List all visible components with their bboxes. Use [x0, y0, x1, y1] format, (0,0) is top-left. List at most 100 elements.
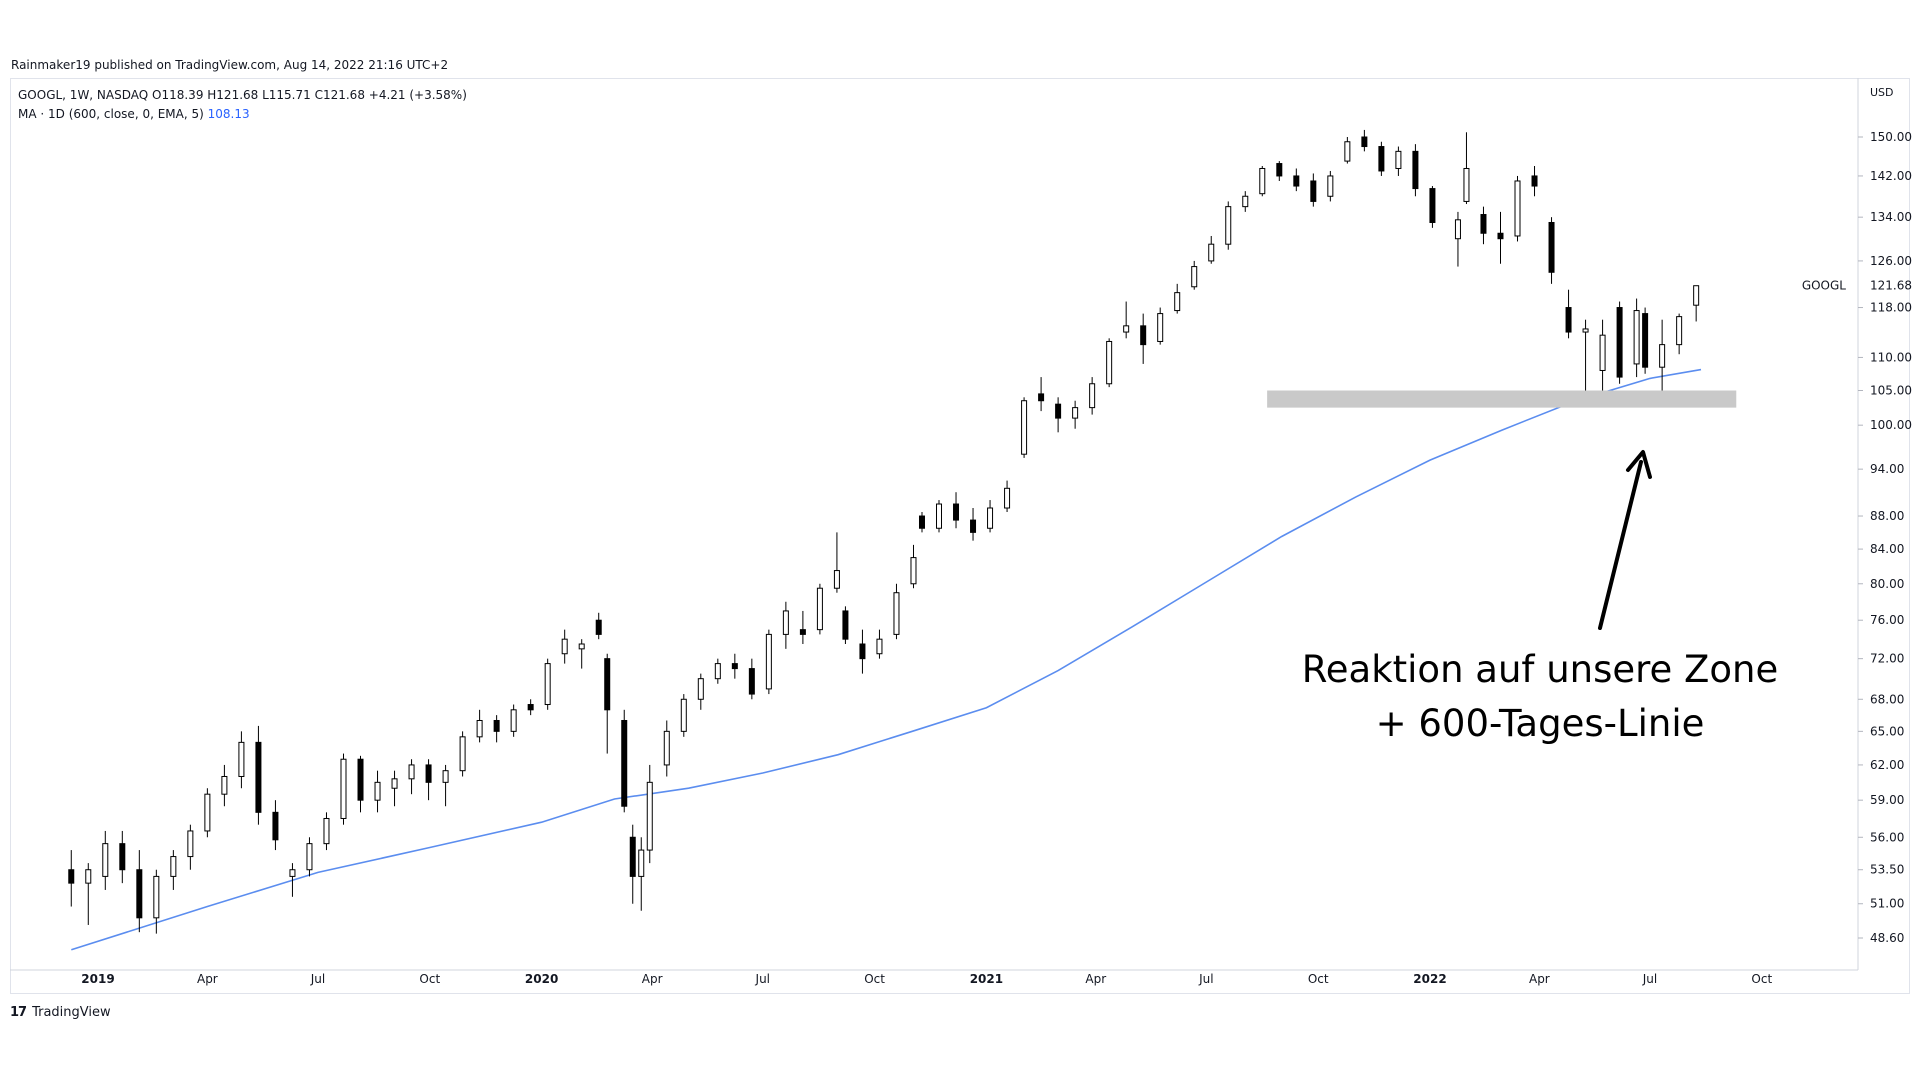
candle [595, 612, 602, 640]
time-tick-label: 2020 [525, 972, 558, 986]
candle-up-body [1395, 150, 1402, 169]
candle-down-body [493, 719, 500, 732]
candle-up-body [289, 869, 296, 877]
time-tick-label: Jul [310, 972, 325, 986]
candle-down-body [357, 758, 364, 801]
candle-down-body [1565, 307, 1572, 333]
candle-up-body [102, 843, 109, 877]
candle-up-body [1454, 219, 1461, 240]
time-tick-label: Oct [1308, 972, 1329, 986]
time-tick-label: Oct [419, 972, 440, 986]
candle [1123, 301, 1130, 339]
candle-down-body [953, 503, 960, 521]
candle-up-body [153, 875, 160, 919]
candle-up-body [340, 758, 347, 819]
candle-up-body [1693, 285, 1700, 306]
candle-up-body [374, 781, 381, 801]
candlesticks [68, 129, 1700, 934]
candle-up-body [1582, 328, 1589, 333]
price-tick-label: 76.00 [1870, 613, 1904, 627]
candle-up-body [238, 741, 245, 777]
candle [1157, 307, 1164, 345]
candle [936, 500, 943, 533]
candle [1310, 173, 1317, 207]
candle [893, 583, 900, 640]
candle [187, 824, 194, 870]
candle-down-body [1276, 163, 1283, 177]
candle-down-body [1616, 307, 1623, 378]
candle-up-body [1225, 206, 1232, 245]
price-tick-label: 100.00 [1870, 418, 1912, 432]
candle [1089, 377, 1096, 415]
price-tick-label: 88.00 [1870, 509, 1904, 523]
candle [1616, 301, 1623, 384]
candle-down-body [1480, 214, 1487, 234]
candle-up-body [876, 638, 883, 655]
annotation-arrow [1598, 450, 1652, 630]
candle [918, 512, 925, 533]
annotation-line-1: Reaktion auf unsere Zone [1301, 648, 1779, 691]
candle-up-body [408, 764, 415, 780]
candle [1642, 307, 1649, 374]
candle-up-body [1676, 316, 1683, 346]
candle [953, 492, 960, 529]
candle-up-body [987, 507, 994, 529]
candle [204, 788, 211, 838]
candle [1531, 166, 1538, 197]
price-tick-label: 48.60 [1870, 931, 1904, 945]
candle [1454, 211, 1461, 267]
candle [340, 753, 347, 825]
candle [1072, 400, 1079, 429]
candle [604, 653, 611, 754]
candle [842, 606, 849, 644]
candle [1463, 132, 1470, 205]
candle [1565, 289, 1572, 339]
candle-up-body [646, 781, 653, 851]
candle [1242, 191, 1249, 212]
time-tick-label: Oct [1751, 972, 1772, 986]
time-tick-label: Oct [864, 972, 885, 986]
candle-down-body [621, 719, 628, 807]
candle-down-body [1038, 393, 1045, 402]
candle-up-body [578, 643, 585, 650]
candle-up-body [1514, 180, 1521, 237]
price-tick-label: 150.00 [1870, 130, 1912, 144]
time-tick-label: 2021 [970, 972, 1003, 986]
candle [272, 800, 279, 851]
time-tick-label: Jul [1642, 972, 1657, 986]
candle [876, 629, 883, 659]
candle-down-body [527, 704, 534, 711]
support-zone-rect [1267, 390, 1737, 408]
candle-up-body [765, 633, 772, 690]
candle [765, 629, 772, 695]
candle [663, 720, 670, 777]
candle-down-body [842, 610, 849, 640]
candle [578, 639, 585, 669]
candle [1395, 146, 1402, 176]
candle [357, 755, 364, 813]
time-axis: 2019 Apr Jul Oct 2020 Apr Jul Oct 2021 Apr Jul Oct 2… [10, 969, 1858, 986]
time-tick-label: Jul [1198, 972, 1213, 986]
candle-up-body [782, 610, 789, 635]
ma-legend-label: MA · 1D (600, close, 0, EMA, 5) [18, 107, 204, 121]
candle [1191, 260, 1198, 290]
candle [1276, 161, 1283, 181]
price-tick-label: 59.00 [1870, 793, 1904, 807]
tradingview-footer[interactable]: 17 TradingView [10, 1005, 111, 1020]
candle [374, 770, 381, 813]
candle [1548, 217, 1555, 284]
candle-up-body [714, 663, 721, 680]
candle-up-body [204, 793, 211, 832]
candle [1259, 166, 1266, 197]
candle [1055, 397, 1062, 433]
candle-up-body [1157, 313, 1164, 342]
moving-average-line [71, 368, 1702, 951]
candle [1038, 377, 1045, 412]
candle-up-body [936, 503, 943, 529]
candle-down-body [748, 668, 755, 695]
price-tick-label: 94.00 [1870, 462, 1904, 476]
time-tick-label: 2019 [81, 972, 114, 986]
candle-down-body [425, 764, 432, 783]
candle-down-body [859, 643, 866, 660]
